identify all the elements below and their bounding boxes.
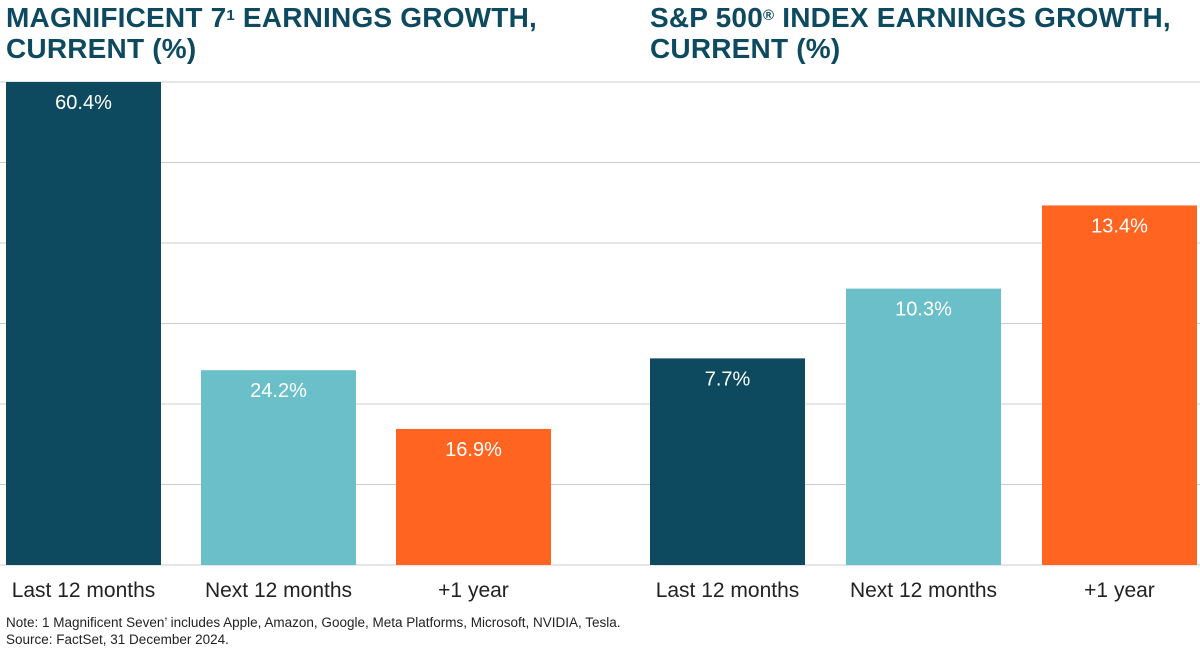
right-title-superscript: ® [762, 7, 775, 24]
bar-sp500-1 [650, 358, 805, 565]
data-label: 16.9% [445, 439, 502, 461]
footnote-note: Note: 1 Magnificent Seven’ includes Appl… [6, 615, 621, 630]
data-label: 60.4% [55, 92, 112, 114]
bars [6, 82, 1197, 565]
right-title-line2: CURRENT (%) [650, 33, 841, 64]
gridlines [0, 81, 1200, 566]
left-title-superscript: 1 [226, 7, 235, 24]
data-label: 7.7% [705, 368, 751, 390]
bar-sp500-3 [1042, 205, 1197, 565]
category-label: +1 year [438, 579, 509, 602]
bar-mag7-2 [201, 370, 356, 565]
left-title-part: EARNINGS GROWTH, [234, 2, 537, 33]
left-title-part: MAGNIFICENT 7 [6, 2, 227, 33]
bar-mag7-1 [6, 82, 161, 565]
right-title-part: INDEX EARNINGS GROWTH, [774, 2, 1171, 33]
footnotes: Note: 1 Magnificent Seven’ includes Appl… [6, 614, 621, 648]
category-label: +1 year [1084, 579, 1155, 602]
data-labels: 60.4% 24.2% 16.9% 7.7% 10.3% 13.4% [55, 92, 1148, 461]
right-title-part: S&P 500 [650, 2, 763, 33]
left-chart-title: MAGNIFICENT 71 EARNINGS GROWTH, CURRENT … [6, 2, 596, 64]
right-chart-title: S&P 500® INDEX EARNINGS GROWTH, CURRENT … [650, 2, 1195, 64]
footnote-source: Source: FactSet, 31 December 2024. [6, 632, 229, 647]
bar-mag7-3 [396, 428, 551, 565]
category-label: Last 12 months [12, 579, 156, 602]
bar-sp500-2 [846, 288, 1001, 565]
category-labels: Last 12 months Next 12 months +1 year Last … [12, 579, 1155, 602]
left-title-line2: CURRENT (%) [6, 33, 197, 64]
category-label: Last 12 months [656, 579, 800, 602]
category-label: Next 12 months [205, 579, 352, 602]
category-label: Next 12 months [850, 579, 997, 602]
data-label: 24.2% [250, 380, 307, 402]
data-label: 10.3% [895, 299, 952, 321]
data-label: 13.4% [1091, 215, 1148, 237]
